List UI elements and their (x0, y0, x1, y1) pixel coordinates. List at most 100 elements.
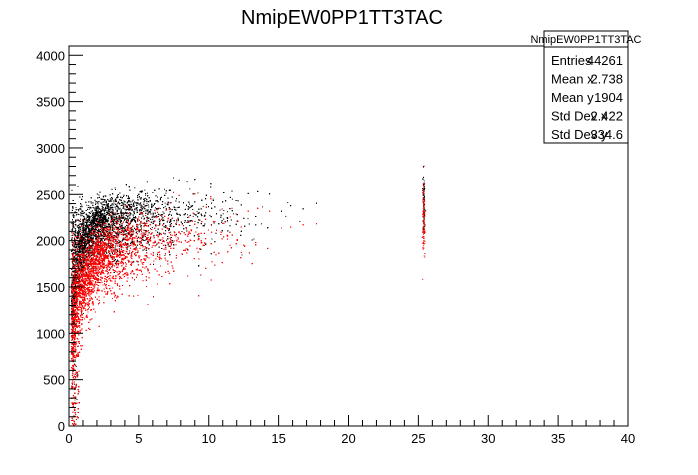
scatter-point (144, 210, 146, 212)
scatter-point (115, 222, 117, 223)
scatter-point (150, 205, 152, 207)
scatter-point (202, 205, 204, 207)
scatter-point (72, 260, 74, 262)
scatter-point (114, 241, 116, 242)
scatter-point (74, 383, 75, 385)
scatter-point (72, 370, 74, 372)
scatter-point (162, 211, 164, 213)
scatter-point (78, 261, 80, 262)
scatter-point (145, 197, 147, 199)
scatter-point (82, 243, 83, 245)
scatter-point (73, 311, 75, 313)
scatter-point (91, 236, 92, 238)
scatter-point (95, 220, 97, 222)
scatter-point (84, 249, 86, 251)
scatter-point (221, 221, 222, 223)
scatter-point (113, 204, 115, 206)
scatter-point (100, 225, 102, 227)
scatter-point (119, 208, 121, 210)
scatter-point (98, 225, 100, 227)
scatter-point (110, 221, 112, 222)
scatter-point (103, 229, 105, 231)
scatter-point (81, 206, 83, 208)
scatter-point (147, 192, 148, 194)
scatter-point (106, 208, 108, 210)
scatter-point (109, 244, 111, 246)
scatter-point (134, 205, 135, 207)
scatter-point (148, 220, 149, 222)
scatter-point (78, 266, 80, 268)
scatter-point (124, 227, 126, 229)
scatter-point (196, 211, 198, 213)
scatter-point (129, 245, 130, 247)
scatter-point (87, 231, 89, 233)
scatter-point (153, 205, 154, 207)
scatter-point (81, 214, 83, 216)
scatter-point (75, 418, 77, 420)
scatter-point (105, 201, 106, 203)
scatter-point (71, 244, 73, 246)
scatter-point (76, 372, 78, 374)
scatter-point (77, 255, 79, 257)
scatter-point (119, 207, 121, 209)
scatter-point (117, 217, 119, 219)
scatter-point (94, 214, 96, 216)
scatter-point (127, 215, 129, 217)
scatter-point (146, 218, 148, 220)
scatter-point (121, 209, 122, 211)
scatter-point (71, 348, 73, 350)
scatter-point (72, 278, 74, 280)
scatter-point (177, 220, 179, 222)
scatter-point (132, 220, 133, 222)
scatter-point (169, 226, 171, 227)
plot-area (68, 45, 629, 427)
scatter-point (191, 220, 193, 221)
scatter-point (98, 233, 100, 235)
scatter-point (77, 185, 79, 187)
scatter-point (129, 224, 131, 226)
scatter-point (231, 198, 233, 200)
scatter-point (73, 375, 75, 377)
scatter-point (86, 242, 88, 244)
scatter-point (170, 231, 172, 233)
scatter-point (75, 272, 77, 274)
scatter-point (88, 214, 90, 216)
scatter-point (151, 205, 153, 206)
scatter-point (206, 203, 207, 205)
scatter-point (143, 211, 145, 212)
scatter-point (74, 215, 76, 217)
scatter-point (90, 234, 92, 236)
scatter-point (88, 221, 90, 223)
scatter-point (75, 259, 77, 261)
scatter-point (93, 212, 95, 214)
scatter-point (219, 209, 221, 211)
scatter-point (71, 382, 73, 384)
scatter-point (118, 208, 120, 210)
scatter-point (81, 204, 83, 206)
scatter-point (134, 201, 135, 203)
scatter-point (85, 219, 87, 221)
scatter-point (103, 198, 105, 200)
scatter-point (73, 322, 74, 324)
scatter-point (79, 214, 81, 216)
scatter-point (146, 202, 148, 204)
scatter-point (114, 187, 116, 189)
scatter-point (119, 252, 121, 254)
scatter-point (81, 275, 82, 277)
scatter-point (140, 207, 142, 209)
scatter-point (127, 198, 129, 199)
scatter-point (145, 236, 146, 238)
scatter-point (152, 212, 154, 214)
scatter-point (247, 218, 249, 220)
scatter-point (84, 235, 86, 237)
scatter-point (89, 219, 91, 221)
scatter-point (149, 201, 151, 203)
scatter-point (261, 223, 263, 225)
scatter-point (111, 215, 113, 217)
scatter-point (73, 298, 74, 300)
scatter-point (227, 211, 228, 213)
scatter-point (78, 273, 80, 275)
scatter-point (186, 181, 188, 183)
scatter-point (209, 214, 211, 216)
